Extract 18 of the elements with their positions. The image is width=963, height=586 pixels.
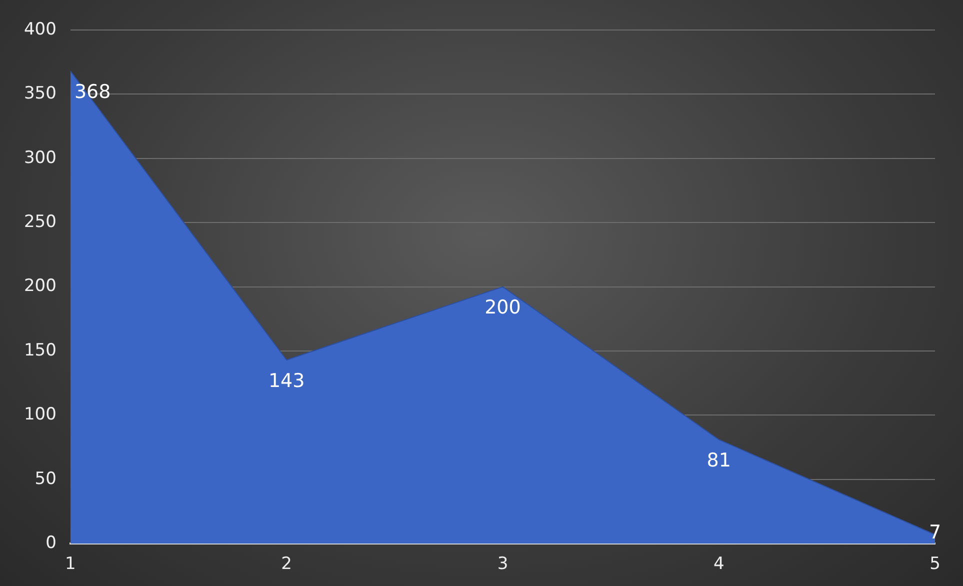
y-tick-label: 150 — [24, 340, 56, 360]
y-tick-label: 0 — [46, 533, 56, 554]
y-tick-label: 350 — [24, 84, 56, 104]
x-tick-label: 2 — [281, 554, 292, 574]
data-label: 143 — [268, 370, 305, 392]
y-tick-label: 200 — [24, 276, 56, 296]
data-label: 7 — [928, 522, 942, 544]
data-label: 200 — [484, 296, 521, 319]
y-tick-label: 250 — [24, 212, 56, 232]
data-label: 81 — [706, 450, 731, 472]
y-tick-label: 400 — [24, 19, 56, 40]
y-tick-label: 50 — [34, 468, 56, 489]
y-tick-label: 300 — [24, 148, 56, 168]
x-tick-label: 5 — [930, 554, 940, 574]
x-tick-label: 1 — [65, 554, 76, 574]
y-tick-label: 100 — [24, 404, 56, 425]
x-tick-label: 4 — [713, 554, 724, 574]
x-tick-label: 3 — [497, 554, 508, 574]
